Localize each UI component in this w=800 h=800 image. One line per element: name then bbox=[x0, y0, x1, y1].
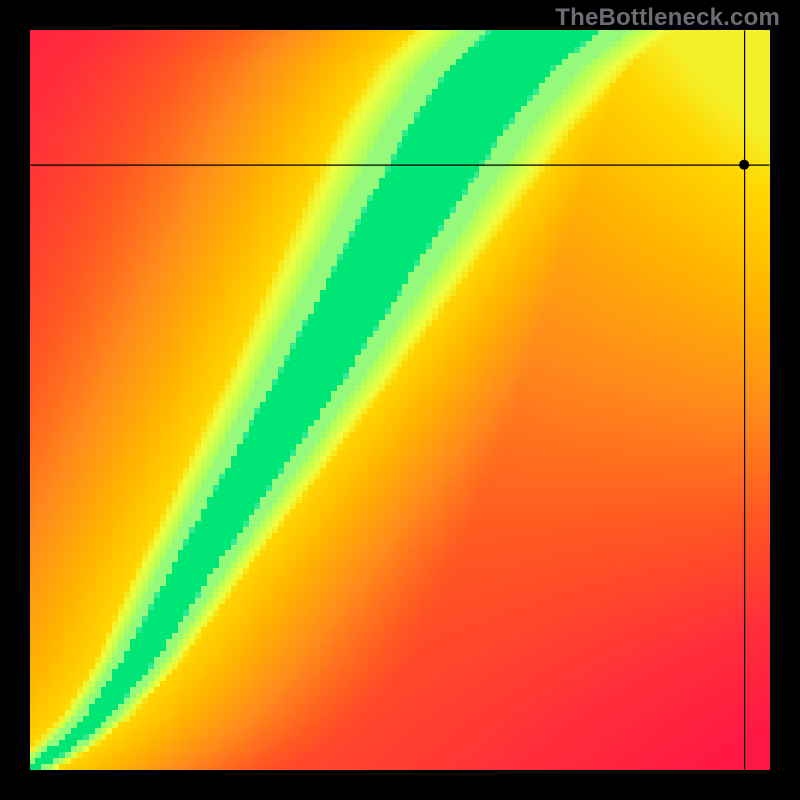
watermark-text: TheBottleneck.com bbox=[555, 4, 780, 32]
bottleneck-heatmap bbox=[30, 30, 770, 770]
